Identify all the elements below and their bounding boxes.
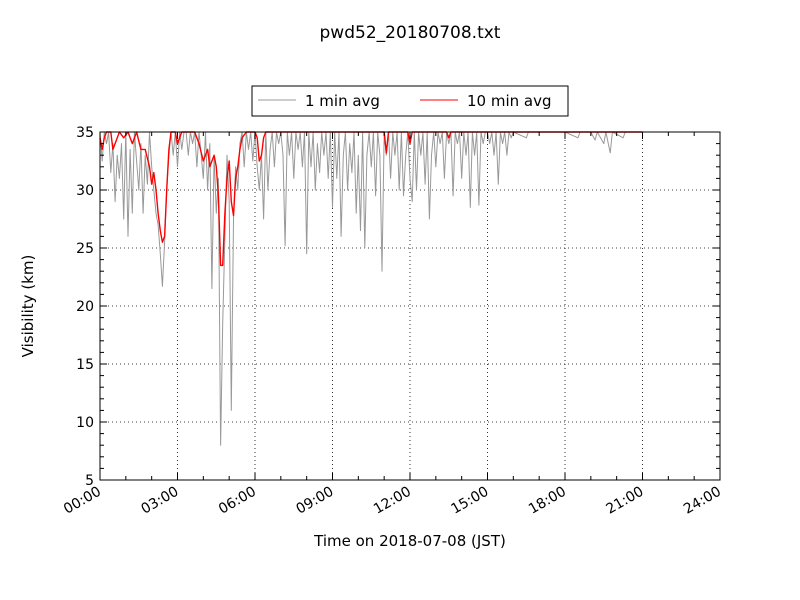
y-axis-label: Visibility (km) bbox=[19, 255, 37, 358]
y-tick-label: 20 bbox=[76, 299, 94, 315]
y-tick-label: 25 bbox=[76, 241, 94, 257]
grid-lines bbox=[100, 132, 720, 480]
legend-label-1min: 1 min avg bbox=[305, 92, 380, 110]
x-tick-label: 18:00 bbox=[526, 484, 569, 518]
x-tick-label: 06:00 bbox=[216, 484, 259, 518]
x-tick-label: 12:00 bbox=[371, 484, 414, 518]
legend-box bbox=[251, 85, 569, 117]
y-tick-label: 5 bbox=[85, 473, 94, 489]
series-line-10min bbox=[99, 131, 643, 267]
chart-title: pwd52_20180708.txt bbox=[320, 23, 501, 43]
series-line-1min bbox=[99, 131, 643, 446]
legend: 1 min avg 10 min avg bbox=[251, 85, 569, 117]
y-tick-label: 35 bbox=[76, 125, 94, 141]
x-tick-labels: 00:00 03:00 06:00 09:00 12:00 15:00 18:00 21:00… bbox=[61, 484, 724, 518]
y-tick-labels: 5 10 15 20 25 30 35 bbox=[76, 125, 94, 489]
series-group bbox=[99, 131, 643, 446]
x-tick-label: 09:00 bbox=[294, 484, 337, 518]
x-axis-label: Time on 2018-07-08 (JST) bbox=[313, 532, 506, 550]
x-tick-label: 00:00 bbox=[61, 484, 104, 518]
y-tick-label: 30 bbox=[76, 183, 94, 199]
x-tick-label: 03:00 bbox=[139, 484, 182, 518]
axis-ticks bbox=[99, 131, 721, 481]
y-tick-label: 15 bbox=[76, 357, 94, 373]
y-tick-label: 10 bbox=[76, 415, 94, 431]
legend-label-10min: 10 min avg bbox=[467, 92, 552, 110]
x-tick-label: 21:00 bbox=[604, 484, 647, 518]
x-tick-label: 15:00 bbox=[449, 484, 492, 518]
x-tick-label: 24:00 bbox=[681, 484, 724, 518]
